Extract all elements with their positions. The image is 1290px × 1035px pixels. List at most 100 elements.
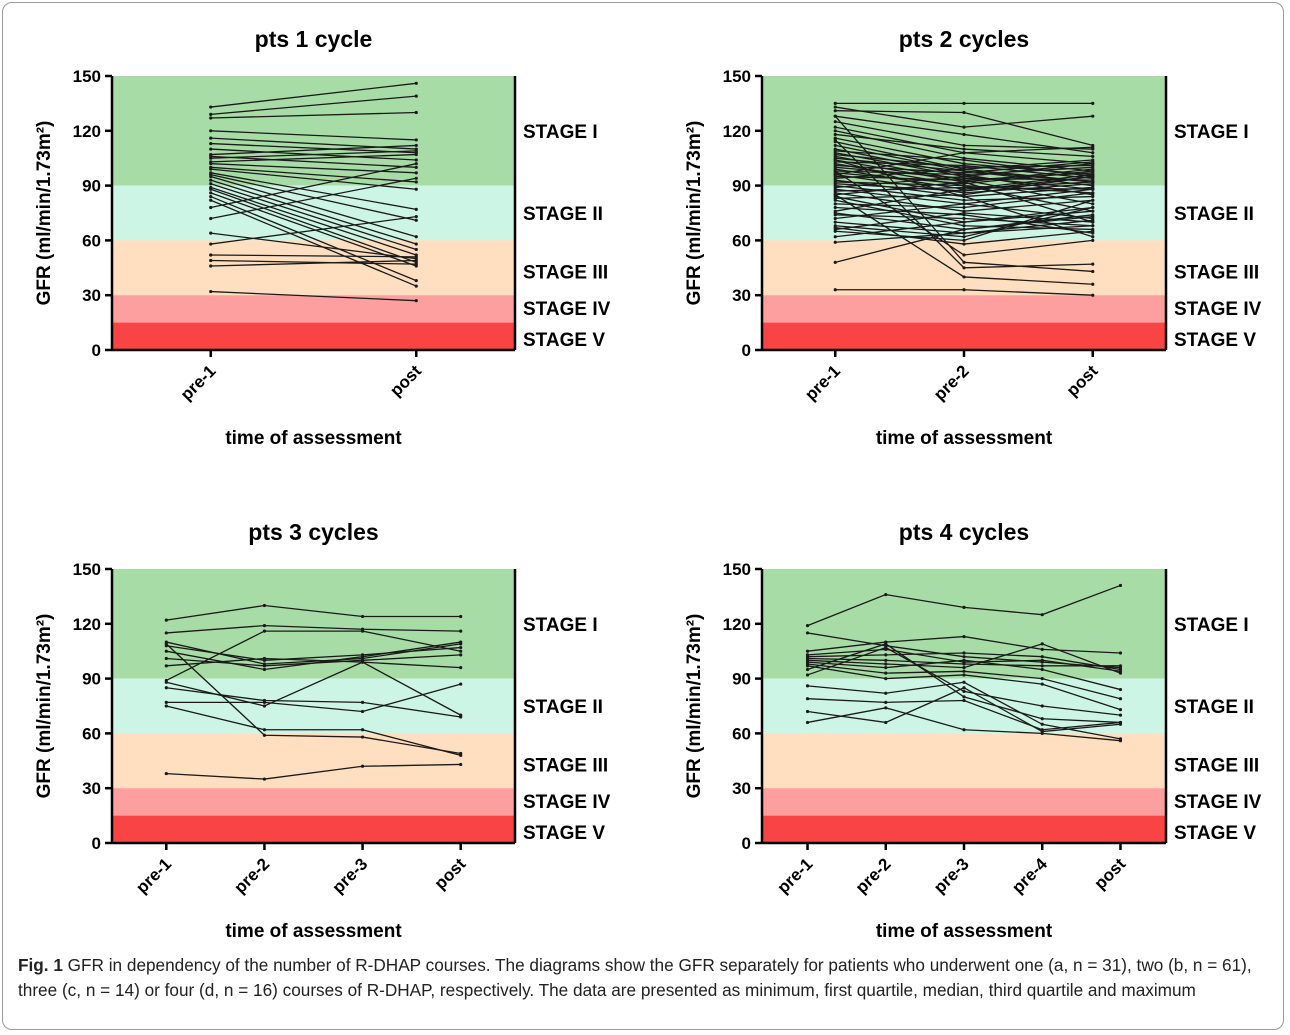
data-point bbox=[884, 645, 888, 650]
stage-label: STAGE IV bbox=[523, 792, 611, 813]
chart-title: pts 3 cycles bbox=[248, 519, 378, 545]
data-point bbox=[164, 631, 168, 635]
data-point bbox=[414, 235, 418, 239]
data-point bbox=[360, 614, 365, 619]
y-tick-label: 0 bbox=[92, 834, 101, 853]
data-point bbox=[414, 176, 418, 180]
data-point bbox=[805, 720, 810, 725]
x-tick-label: pre-3 bbox=[329, 854, 372, 897]
data-point bbox=[833, 120, 837, 124]
data-point bbox=[833, 213, 837, 217]
patient-line bbox=[210, 130, 417, 141]
x-tick-label: post bbox=[386, 361, 425, 400]
data-point bbox=[1091, 262, 1095, 266]
x-tick-label: pre-2 bbox=[852, 854, 895, 897]
x-tick-label: pre-2 bbox=[930, 361, 973, 404]
stage-band bbox=[112, 295, 515, 323]
data-point bbox=[805, 697, 810, 701]
data-point bbox=[1118, 739, 1123, 743]
data-point bbox=[414, 152, 418, 157]
y-tick-label: 30 bbox=[82, 779, 101, 798]
stage-label: STAGE V bbox=[523, 823, 605, 844]
data-point bbox=[962, 158, 966, 162]
data-point bbox=[262, 728, 267, 732]
data-point bbox=[414, 284, 418, 288]
stage-label: STAGE II bbox=[1174, 204, 1254, 225]
data-point bbox=[833, 205, 837, 210]
data-point bbox=[962, 235, 966, 239]
data-point bbox=[209, 174, 213, 179]
data-point bbox=[209, 178, 213, 182]
stage-band bbox=[762, 733, 1166, 789]
data-point bbox=[884, 706, 888, 710]
data-point bbox=[1091, 180, 1095, 184]
stage-label: STAGE V bbox=[1174, 330, 1256, 351]
patient-line bbox=[210, 82, 417, 108]
data-point bbox=[414, 299, 418, 303]
data-point bbox=[1040, 664, 1044, 668]
stage-band bbox=[112, 788, 515, 816]
y-tick-label: 120 bbox=[723, 615, 751, 634]
stage-label: STAGE II bbox=[523, 697, 603, 718]
data-point bbox=[164, 680, 168, 684]
data-point bbox=[459, 653, 463, 657]
data-point bbox=[962, 655, 966, 659]
data-point bbox=[262, 733, 267, 737]
data-point bbox=[209, 105, 213, 109]
patient-line bbox=[210, 183, 417, 251]
patient-line bbox=[166, 630, 461, 682]
data-point bbox=[262, 664, 267, 668]
data-point bbox=[209, 141, 213, 146]
y-tick-label: 90 bbox=[82, 670, 101, 689]
data-point bbox=[833, 216, 837, 221]
patient-line bbox=[166, 645, 461, 661]
data-point bbox=[962, 143, 966, 148]
data-point bbox=[459, 640, 463, 644]
data-point bbox=[459, 762, 463, 767]
y-tick-label: 90 bbox=[732, 670, 751, 689]
data-point bbox=[833, 229, 837, 233]
stage-band bbox=[112, 240, 515, 296]
stage-label: STAGE V bbox=[1174, 823, 1256, 844]
data-point bbox=[962, 288, 966, 292]
data-point bbox=[262, 603, 267, 608]
y-tick-label: 150 bbox=[723, 67, 751, 86]
data-point bbox=[209, 242, 213, 246]
data-point bbox=[962, 198, 966, 202]
chart-title: pts 2 cycles bbox=[899, 26, 1029, 52]
data-point bbox=[962, 698, 966, 703]
data-point bbox=[884, 677, 888, 681]
data-point bbox=[1118, 708, 1123, 712]
patient-line bbox=[210, 142, 417, 154]
stage-label: STAGE I bbox=[523, 122, 598, 143]
data-point bbox=[962, 180, 966, 184]
data-point bbox=[833, 138, 837, 142]
data-point bbox=[414, 262, 418, 266]
data-point bbox=[1091, 293, 1095, 297]
data-point bbox=[805, 673, 810, 677]
data-point bbox=[962, 651, 966, 655]
patient-line bbox=[210, 259, 417, 265]
data-point bbox=[962, 101, 966, 105]
chart-panel-3: 0 30 60 90 120 150 pre-1 pre-2 pre-3 post STAGE I S… bbox=[34, 519, 611, 942]
data-point bbox=[209, 205, 213, 210]
patient-line bbox=[166, 624, 461, 634]
data-point bbox=[962, 125, 966, 129]
x-tick-label: post bbox=[431, 854, 470, 893]
data-point bbox=[962, 275, 966, 279]
data-point bbox=[1091, 101, 1095, 105]
y-tick-label: 90 bbox=[82, 177, 101, 196]
data-point bbox=[884, 653, 888, 657]
chart-canvas: 0 30 60 90 120 150 pre-1 post STAGE I STAGE II STA… bbox=[34, 26, 1262, 942]
data-point bbox=[805, 631, 810, 635]
data-point bbox=[459, 715, 463, 719]
chart-title: pts 1 cycle bbox=[255, 26, 373, 52]
data-point bbox=[1091, 269, 1095, 274]
data-point bbox=[1091, 151, 1095, 155]
data-point bbox=[884, 658, 888, 662]
stage-label: STAGE III bbox=[523, 262, 608, 283]
data-point bbox=[884, 662, 888, 666]
patient-line bbox=[210, 186, 417, 256]
y-tick-label: 0 bbox=[742, 834, 751, 853]
data-point bbox=[962, 634, 966, 639]
